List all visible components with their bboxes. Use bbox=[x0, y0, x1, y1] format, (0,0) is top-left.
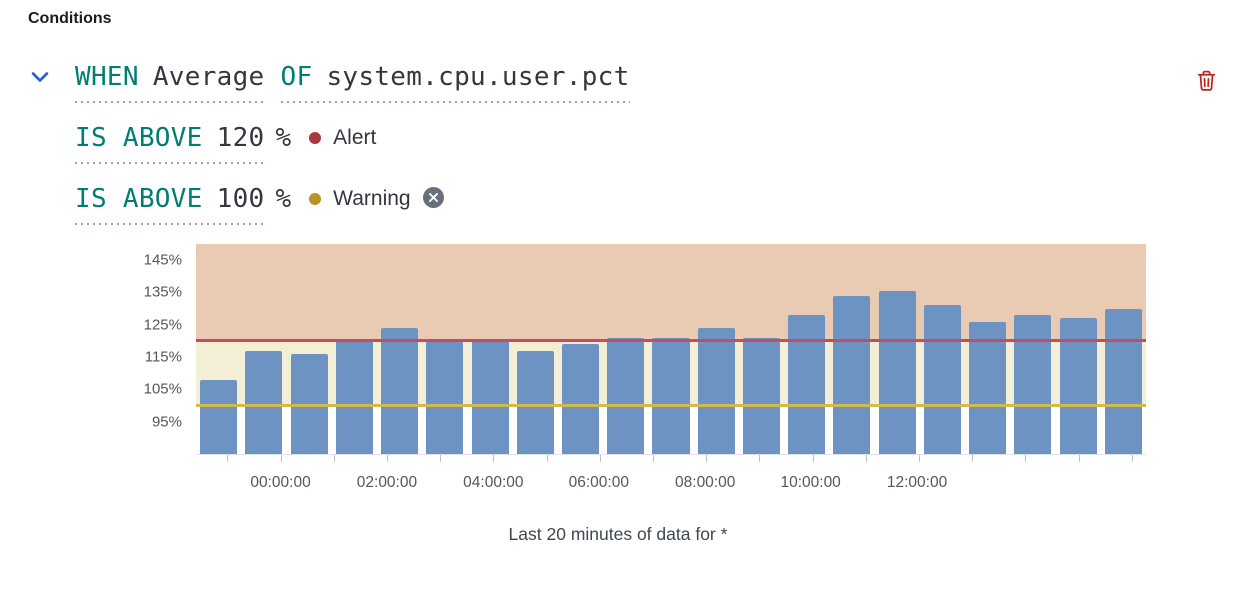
alert-threshold-value: 120 bbox=[216, 123, 265, 153]
x-axis-label: 04:00:00 bbox=[463, 474, 524, 491]
chart-bar bbox=[697, 328, 735, 454]
x-axis-ticks bbox=[196, 454, 1146, 462]
chart-plot bbox=[196, 244, 1146, 454]
warning-threshold-expression[interactable]: IS ABOVE 100 bbox=[75, 182, 265, 225]
alert-threshold-expression[interactable]: IS ABOVE 120 bbox=[75, 121, 265, 164]
section-title: Conditions bbox=[28, 10, 112, 27]
x-axis-label: 10:00:00 bbox=[780, 474, 841, 491]
chart-bar bbox=[1104, 308, 1142, 454]
alert-unit-label: % bbox=[275, 123, 292, 153]
chart-bar bbox=[561, 344, 600, 454]
metric-value: system.cpu.user.pct bbox=[326, 62, 630, 92]
x-axis-tick bbox=[227, 455, 229, 462]
warning-severity-label: Warning bbox=[333, 187, 411, 210]
y-axis: 145% 135% 125% 115% 105% 95% bbox=[0, 244, 196, 454]
x-axis-tick bbox=[386, 455, 388, 462]
x-axis-tick bbox=[706, 455, 708, 462]
chart-bar bbox=[833, 295, 871, 454]
chart-bar bbox=[471, 340, 509, 454]
alert-operator: IS ABOVE bbox=[75, 123, 203, 153]
x-axis-tick bbox=[493, 455, 495, 462]
warning-threshold-line bbox=[196, 404, 1146, 408]
x-axis-tick bbox=[759, 455, 761, 462]
chart-bar bbox=[245, 350, 283, 454]
delete-condition-button[interactable] bbox=[1192, 68, 1220, 96]
chart-bar bbox=[516, 350, 554, 454]
x-axis-tick bbox=[652, 455, 654, 462]
x-axis-label: 08:00:00 bbox=[675, 474, 736, 491]
x-axis-labels: 00:00:00 02:00:00 04:00:00 06:00:00 08:00:00… bbox=[196, 474, 1146, 494]
x-axis-tick bbox=[972, 455, 974, 462]
chart-bar bbox=[381, 328, 419, 454]
remove-warning-button[interactable] bbox=[422, 187, 444, 211]
y-axis-label: 145% bbox=[143, 251, 182, 269]
chart-bar bbox=[290, 353, 328, 454]
condition-expression-row: WHEN Average OF system.cpu.user.pct bbox=[28, 60, 1236, 103]
chart-bar bbox=[652, 337, 690, 454]
cross-in-circle-icon bbox=[422, 187, 444, 211]
y-axis-label: 115% bbox=[144, 348, 182, 366]
x-axis-tick bbox=[812, 455, 814, 462]
x-axis-tick bbox=[918, 455, 920, 462]
x-axis-tick bbox=[333, 455, 335, 462]
warning-threshold-row: IS ABOVE 100 % Warning bbox=[75, 182, 1236, 225]
x-axis-tick bbox=[546, 455, 548, 462]
chevron-down-icon[interactable] bbox=[28, 65, 52, 89]
x-axis-label: 02:00:00 bbox=[356, 474, 418, 491]
chart-bar bbox=[1014, 315, 1052, 454]
alert-severity-dot-icon bbox=[309, 132, 322, 144]
x-axis-label: 12:00:00 bbox=[886, 474, 948, 491]
x-axis-tick bbox=[599, 455, 601, 462]
metric-expression[interactable]: OF system.cpu.user.pct bbox=[280, 60, 630, 103]
x-axis-tick bbox=[280, 455, 282, 462]
alert-threshold-line bbox=[196, 339, 1146, 343]
chart-bar bbox=[878, 290, 916, 454]
x-axis-tick bbox=[440, 455, 442, 462]
x-axis-label: 00:00:00 bbox=[250, 474, 311, 491]
warning-threshold-value: 100 bbox=[216, 184, 265, 214]
x-axis-label: 06:00:00 bbox=[568, 474, 629, 491]
chart-bar bbox=[607, 337, 645, 454]
chart-bar bbox=[923, 305, 961, 454]
warning-operator: IS ABOVE bbox=[75, 184, 203, 214]
y-axis-label: 135% bbox=[143, 283, 182, 301]
warning-severity-dot-icon bbox=[309, 193, 322, 205]
alert-severity-label: Alert bbox=[333, 126, 377, 149]
trash-icon bbox=[1194, 68, 1219, 96]
chart-bar bbox=[788, 315, 826, 454]
x-axis-tick bbox=[1025, 455, 1027, 462]
x-axis-tick bbox=[1078, 455, 1080, 462]
chart-bar bbox=[742, 337, 781, 454]
alert-threshold-row: IS ABOVE 120 % Alert bbox=[75, 121, 1236, 164]
warning-unit-label: % bbox=[275, 184, 292, 214]
chart-bar bbox=[200, 379, 238, 454]
when-keyword: WHEN bbox=[75, 62, 139, 92]
y-axis-label: 105% bbox=[143, 380, 182, 398]
chart-caption: Last 20 minutes of data for * bbox=[508, 524, 728, 544]
y-axis-label: 125% bbox=[143, 316, 182, 334]
of-keyword: OF bbox=[280, 62, 313, 92]
threshold-preview-chart: 145% 135% 125% 115% 105% 95% bbox=[0, 244, 1236, 454]
y-axis-label: 95% bbox=[151, 413, 182, 431]
x-axis-tick bbox=[865, 455, 867, 462]
aggregation-expression[interactable]: WHEN Average bbox=[75, 60, 265, 103]
chart-bar bbox=[335, 340, 373, 454]
x-axis-tick bbox=[1131, 455, 1133, 462]
chart-bar bbox=[426, 340, 464, 454]
aggregation-value: Average bbox=[152, 62, 265, 92]
chart-bar bbox=[969, 321, 1007, 454]
